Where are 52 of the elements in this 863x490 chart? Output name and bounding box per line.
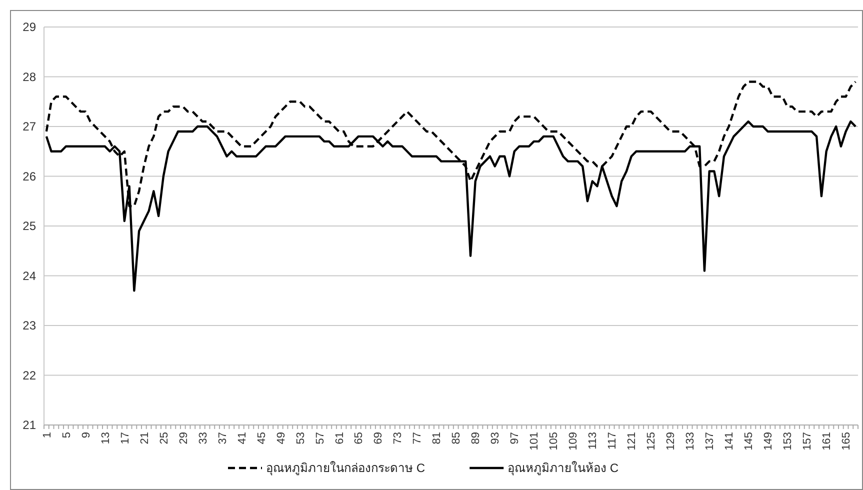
x-tick-label: 125: [646, 432, 658, 450]
x-tick-label: 21: [138, 432, 151, 444]
x-tick-label: 53: [294, 432, 307, 444]
x-tick-label: 137: [704, 432, 716, 450]
x-tick-label: 5: [60, 432, 73, 438]
x-tick-label: 45: [256, 432, 268, 444]
x-tick-label: 93: [490, 432, 502, 444]
x-tick-label: 133: [684, 432, 697, 450]
y-tick-label: 28: [22, 70, 36, 84]
x-tick-label: 165: [840, 432, 853, 450]
x-tick-label: 113: [587, 432, 600, 450]
x-tick-label: 29: [178, 432, 190, 444]
x-tick-label: 1: [41, 432, 54, 438]
y-tick-label: 25: [22, 219, 36, 234]
y-tick-label: 27: [22, 120, 36, 134]
x-tick-label: 41: [236, 432, 248, 444]
y-tick-label: 24: [22, 268, 36, 283]
x-tick-label: 89: [470, 432, 482, 444]
x-tick-label: 117: [606, 432, 619, 450]
x-tick-label: 65: [353, 432, 366, 444]
y-tick-label: 23: [22, 318, 36, 333]
x-tick-label: 61: [334, 432, 346, 444]
x-tick-label: 121: [626, 432, 638, 450]
x-tick-label: 101: [528, 432, 541, 450]
x-tick-label: 97: [509, 432, 522, 444]
x-tick-label: 9: [80, 432, 92, 438]
y-tick-label: 26: [22, 169, 36, 184]
x-tick-label: 25: [158, 432, 170, 444]
x-tick-label: 13: [100, 432, 112, 444]
x-tick-label: 17: [119, 432, 132, 444]
x-tick-label: 161: [821, 432, 834, 450]
x-tick-label: 73: [392, 432, 404, 444]
x-tick-label: 69: [372, 432, 385, 444]
x-tick-label: 141: [724, 432, 736, 450]
x-tick-label: 57: [314, 432, 326, 444]
x-tick-label: 157: [802, 432, 814, 450]
x-tick-label: 85: [450, 432, 463, 444]
x-tick-label: 129: [665, 432, 678, 450]
y-tick-label: 29: [22, 20, 36, 34]
legend-label: อุณหภูมิภายในห้อง C: [508, 461, 619, 476]
x-tick-label: 145: [743, 432, 756, 450]
x-tick-label: 149: [762, 432, 775, 450]
x-tick-label: 77: [412, 432, 424, 444]
x-tick-label: 33: [197, 432, 210, 444]
x-tick-label: 81: [431, 432, 444, 444]
x-tick-label: 153: [782, 432, 794, 450]
x-tick-label: 37: [216, 432, 229, 444]
x-tick-label: 109: [568, 432, 580, 450]
x-tick-label: 49: [275, 432, 288, 444]
y-tick-label: 22: [22, 368, 36, 382]
x-tick-label: 105: [548, 432, 560, 450]
legend-label: อุณหภูมิภายในกล่องกระดาษ C: [266, 461, 426, 476]
